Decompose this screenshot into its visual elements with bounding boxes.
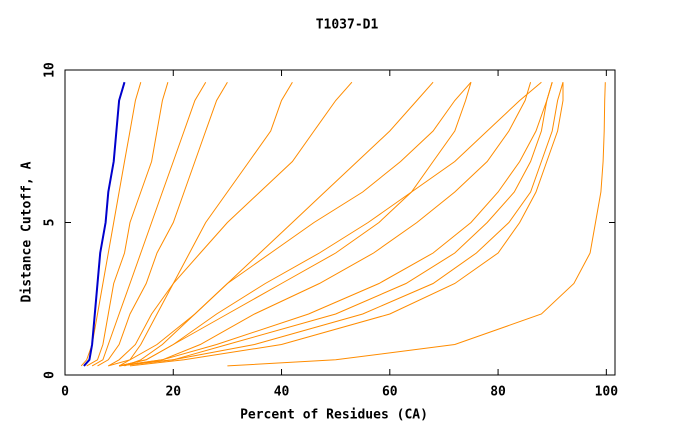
- x-tick-label: 60: [382, 385, 398, 400]
- series-line: [124, 81, 472, 367]
- plot-frame: [64, 69, 616, 376]
- series-line: [118, 82, 472, 367]
- x-tick-label: 0: [61, 385, 69, 400]
- series-line: [227, 82, 606, 367]
- series-line: [118, 81, 293, 367]
- series-line: [83, 81, 126, 367]
- series-line: [119, 82, 553, 367]
- series-line: [108, 81, 434, 367]
- y-axis-label: Distance Cutoff, A: [20, 161, 35, 302]
- x-tick-label: 20: [165, 385, 181, 400]
- y-tick-label: 0: [43, 371, 58, 379]
- series-line: [118, 81, 542, 367]
- series-line: [108, 81, 353, 367]
- series-line: [119, 82, 553, 367]
- series-line: [119, 82, 564, 367]
- x-tick-label: 40: [274, 385, 290, 400]
- series-line: [86, 82, 169, 367]
- series-line: [119, 82, 532, 367]
- series-line: [97, 81, 228, 367]
- y-tick-label: 5: [43, 219, 58, 227]
- x-tick-label: 100: [595, 385, 619, 400]
- chart-title: T1037-D1: [316, 18, 379, 33]
- y-tick-label: 10: [43, 62, 58, 78]
- series-line: [91, 81, 207, 367]
- series-line: [80, 82, 142, 367]
- series-line: [129, 82, 564, 367]
- x-tick-label: 80: [490, 385, 506, 400]
- x-axis-label: Percent of Residues (CA): [240, 408, 428, 423]
